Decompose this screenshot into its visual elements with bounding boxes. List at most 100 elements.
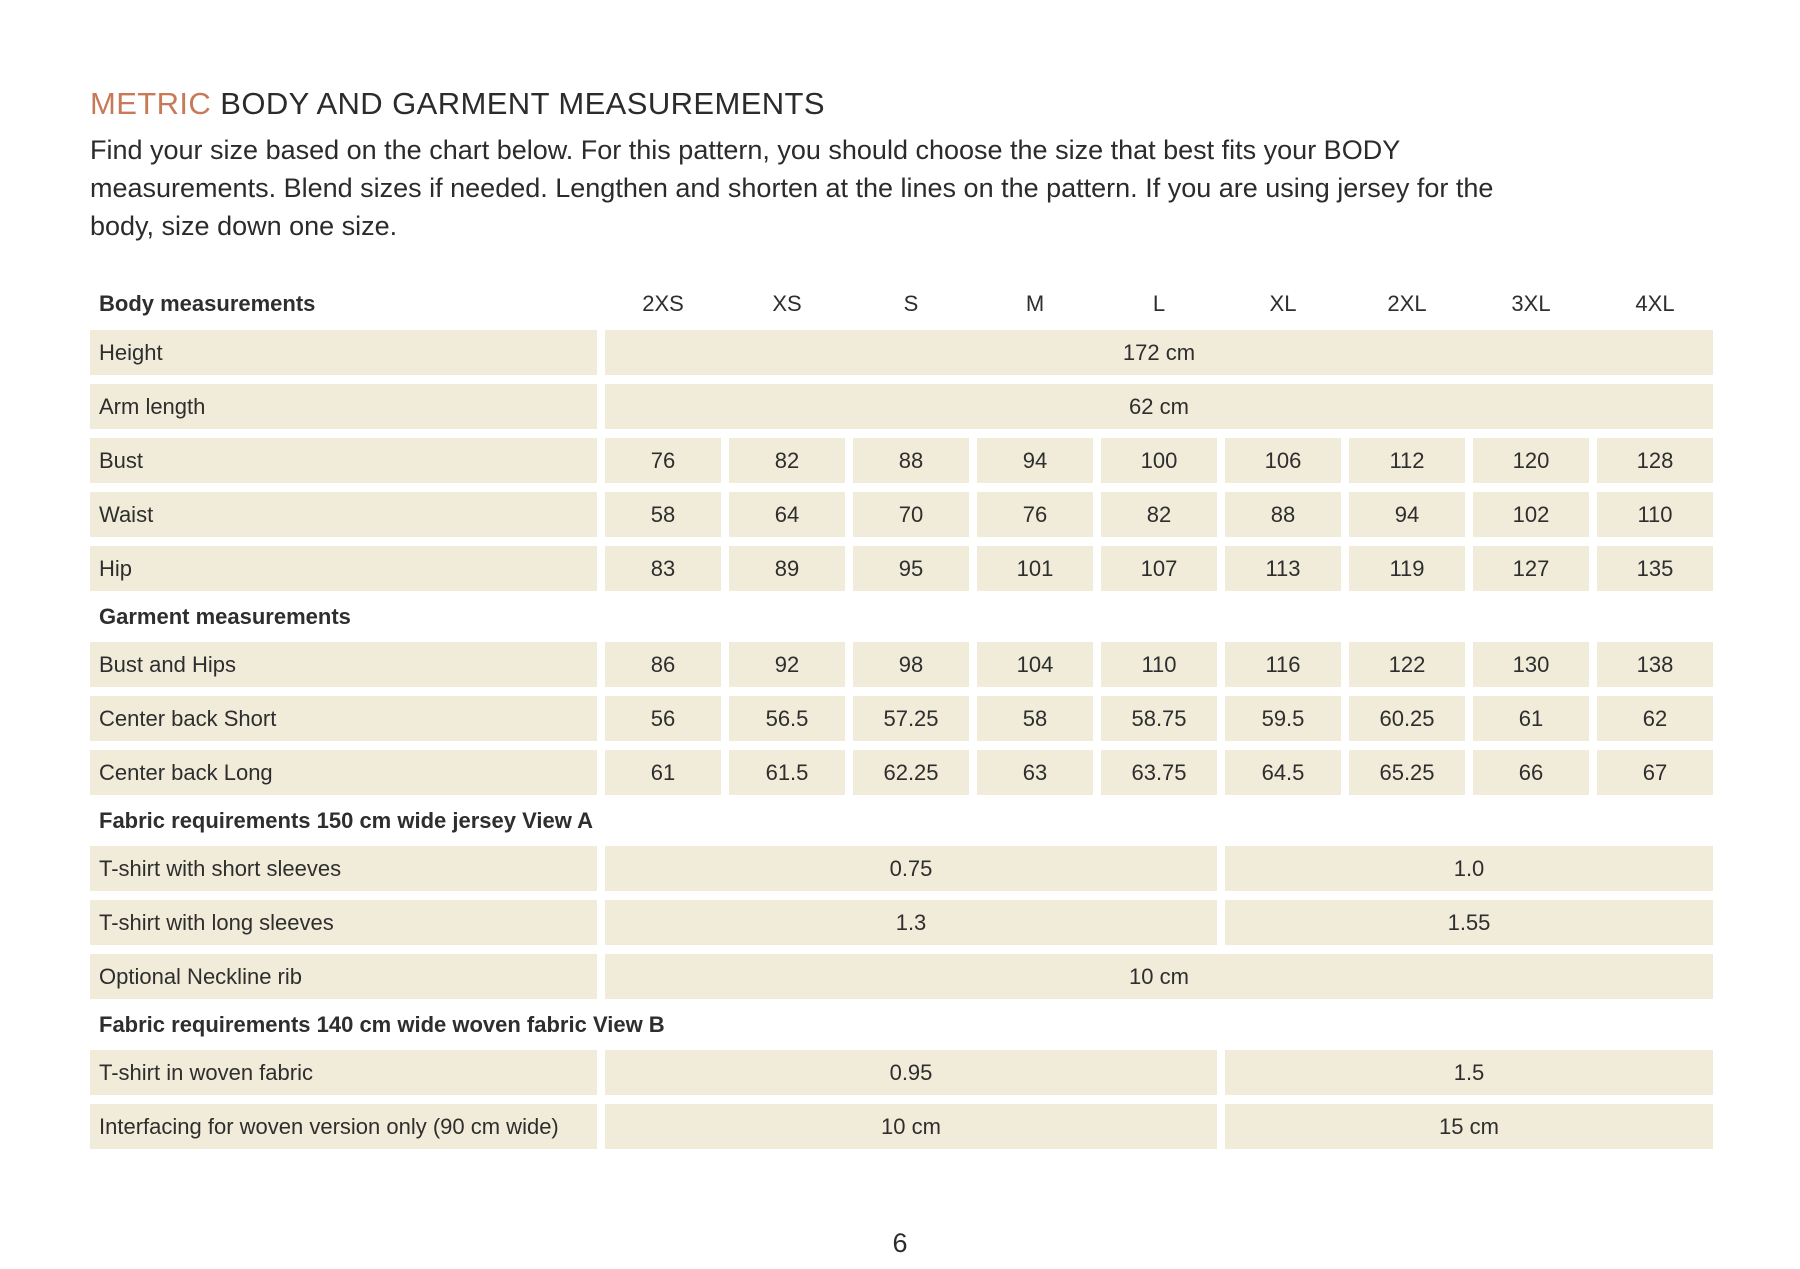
value-cb-long-3xl: 66 [1473,750,1589,795]
value-cb-short-xl: 59.5 [1225,696,1341,741]
page-content: METRIC BODY AND GARMENT MEASUREMENTS Fin… [90,86,1714,1149]
value-arm-length: 62 cm [605,384,1713,429]
value-bust-xs: 82 [729,438,845,483]
value-cb-long-2xs: 61 [605,750,721,795]
value-bust-hips-l: 110 [1101,642,1217,687]
value-bust-2xs: 76 [605,438,721,483]
section-header-fabric-view-b: Fabric requirements 140 cm wide woven fa… [99,1011,665,1037]
value-bust-hips-2xl: 122 [1349,642,1465,687]
value-interfacing-small-sizes: 10 cm [605,1104,1217,1149]
page-title: METRIC BODY AND GARMENT MEASUREMENTS [90,86,1714,122]
value-bust-hips-s: 98 [853,642,969,687]
value-bust-hips-m: 104 [977,642,1093,687]
page-number: 6 [892,1228,908,1258]
value-interfacing-large-sizes: 15 cm [1225,1104,1713,1149]
value-hip-xl: 113 [1225,546,1341,591]
value-tshirt-short-sleeves-large-sizes: 1.0 [1225,846,1713,891]
value-neckline-rib: 10 cm [605,954,1713,999]
value-tshirt-woven-large-sizes: 1.5 [1225,1050,1713,1095]
row-label-bust: Bust [90,438,597,483]
value-cb-long-xl: 64.5 [1225,750,1341,795]
row-label-center-back-long: Center back Long [90,750,597,795]
value-hip-m: 101 [977,546,1093,591]
size-chart-table: Body measurements 2XS XS S M L XL 2XL 3X… [90,287,1713,1149]
row-label-waist: Waist [90,492,597,537]
value-bust-m: 94 [977,438,1093,483]
section-header-garment-measurements: Garment measurements [99,603,351,629]
value-waist-l: 82 [1101,492,1217,537]
value-cb-short-xs: 56.5 [729,696,845,741]
value-tshirt-long-sleeves-small-sizes: 1.3 [605,900,1217,945]
column-header-size-3xl: 3XL [1511,291,1551,316]
value-hip-l: 107 [1101,546,1217,591]
column-header-body-measurements: Body measurements [99,291,316,316]
row-label-interfacing: Interfacing for woven version only (90 c… [90,1104,597,1149]
value-tshirt-long-sleeves-large-sizes: 1.55 [1225,900,1713,945]
value-bust-4xl: 128 [1597,438,1713,483]
column-header-size-m: M [1025,291,1045,316]
column-header-size-4xl: 4XL [1635,291,1675,316]
column-header-size-xs: XS [772,291,802,316]
value-bust-hips-xs: 92 [729,642,845,687]
column-header-size-2xs: 2XS [642,291,684,316]
value-hip-xs: 89 [729,546,845,591]
value-cb-short-2xs: 56 [605,696,721,741]
column-header-size-2xl: 2XL [1387,291,1427,316]
value-bust-3xl: 120 [1473,438,1589,483]
value-hip-2xs: 83 [605,546,721,591]
value-cb-long-xs: 61.5 [729,750,845,795]
row-label-center-back-short: Center back Short [90,696,597,741]
value-bust-l: 100 [1101,438,1217,483]
intro-paragraph: Find your size based on the chart below.… [90,131,1714,245]
value-waist-2xl: 94 [1349,492,1465,537]
row-label-neckline-rib: Optional Neckline rib [90,954,597,999]
column-header-size-s: S [903,291,919,316]
value-cb-long-s: 62.25 [853,750,969,795]
value-height: 172 cm [605,330,1713,375]
row-label-tshirt-long-sleeves: T-shirt with long sleeves [90,900,597,945]
page-title-accent: METRIC [90,86,212,121]
row-label-tshirt-woven: T-shirt in woven fabric [90,1050,597,1095]
row-label-bust-and-hips: Bust and Hips [90,642,597,687]
value-cb-short-4xl: 62 [1597,696,1713,741]
value-cb-short-2xl: 60.25 [1349,696,1465,741]
value-waist-4xl: 110 [1597,492,1713,537]
value-bust-hips-4xl: 138 [1597,642,1713,687]
value-bust-xl: 106 [1225,438,1341,483]
section-header-fabric-view-a: Fabric requirements 150 cm wide jersey V… [99,807,594,833]
page-title-rest: BODY AND GARMENT MEASUREMENTS [220,86,825,121]
value-waist-2xs: 58 [605,492,721,537]
value-cb-short-s: 57.25 [853,696,969,741]
value-cb-short-m: 58 [977,696,1093,741]
row-label-arm-length: Arm length [90,384,597,429]
row-label-tshirt-short-sleeves: T-shirt with short sleeves [90,846,597,891]
intro-line: Find your size based on the chart below.… [90,135,1401,165]
row-label-height: Height [90,330,597,375]
value-cb-long-2xl: 65.25 [1349,750,1465,795]
column-header-size-l: L [1152,291,1166,316]
value-cb-long-l: 63.75 [1101,750,1217,795]
value-bust-hips-xl: 116 [1225,642,1341,687]
row-label-hip: Hip [90,546,597,591]
value-tshirt-short-sleeves-small-sizes: 0.75 [605,846,1217,891]
value-hip-4xl: 135 [1597,546,1713,591]
value-hip-s: 95 [853,546,969,591]
value-cb-long-4xl: 67 [1597,750,1713,795]
value-cb-long-m: 63 [977,750,1093,795]
value-hip-2xl: 119 [1349,546,1465,591]
intro-line: measurements. Blend sizes if needed. Len… [90,173,1494,203]
value-bust-hips-3xl: 130 [1473,642,1589,687]
value-bust-s: 88 [853,438,969,483]
value-waist-xs: 64 [729,492,845,537]
value-tshirt-woven-small-sizes: 0.95 [605,1050,1217,1095]
column-header-size-xl: XL [1269,291,1297,316]
value-waist-3xl: 102 [1473,492,1589,537]
intro-line: body, size down one size. [90,211,398,241]
value-cb-short-3xl: 61 [1473,696,1589,741]
value-bust-2xl: 112 [1349,438,1465,483]
value-waist-xl: 88 [1225,492,1341,537]
value-bust-hips-2xs: 86 [605,642,721,687]
value-hip-3xl: 127 [1473,546,1589,591]
value-cb-short-l: 58.75 [1101,696,1217,741]
value-waist-s: 70 [853,492,969,537]
